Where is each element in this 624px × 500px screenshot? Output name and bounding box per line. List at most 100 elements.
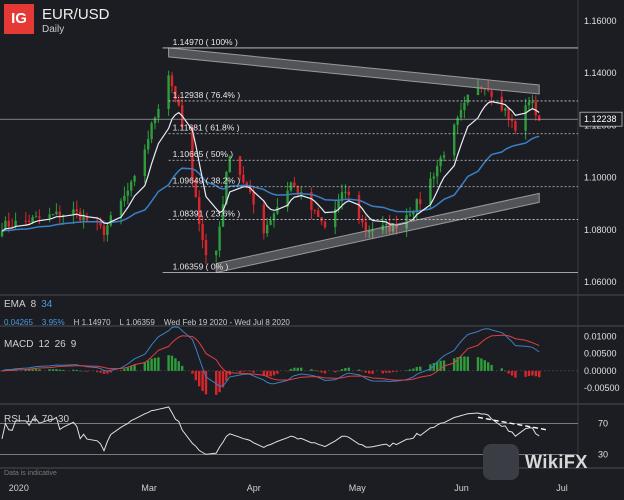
fib-label: 1.11681 ( 61.8% )	[173, 123, 240, 133]
macd-bar	[51, 369, 55, 371]
candle-body	[126, 190, 129, 196]
candle-body	[204, 239, 208, 256]
candle-body	[170, 75, 174, 87]
macd-bar	[221, 370, 225, 388]
candle-body	[439, 157, 442, 167]
candle-body	[395, 223, 398, 229]
macd-bar	[198, 370, 201, 387]
candle-body	[527, 102, 531, 106]
macd-bar	[269, 370, 272, 377]
candle-body	[85, 216, 89, 221]
candle-body	[466, 95, 469, 103]
candle-body	[7, 220, 10, 227]
macd-bar	[385, 370, 388, 373]
ema-34-line	[1, 135, 540, 232]
candle-body	[364, 222, 367, 232]
candle-body	[388, 223, 391, 232]
rsi-line	[1, 406, 540, 455]
rsi-param-30: 30	[57, 414, 70, 425]
macd-bar	[531, 370, 534, 376]
macd-bar	[507, 370, 510, 374]
macd-bar	[38, 369, 41, 371]
macd-bar	[527, 370, 531, 377]
candle-body	[34, 216, 38, 218]
macd-bar	[204, 370, 208, 395]
x-tick-label: 2020	[9, 483, 29, 493]
macd-bar	[504, 370, 507, 372]
macd-bar	[510, 370, 514, 376]
candle-body	[344, 191, 347, 193]
candle-body	[442, 155, 446, 158]
macd-bar	[272, 370, 276, 376]
macd-bar	[75, 369, 78, 371]
macd-bar	[381, 370, 384, 374]
macd-line	[1, 326, 540, 387]
candle-body	[194, 180, 197, 198]
macd-bar	[364, 370, 367, 373]
macd-bar	[368, 370, 371, 374]
macd-bar	[194, 370, 197, 381]
price-tick-label: 1.16000	[584, 16, 617, 26]
fib-label: 1.12938 ( 76.4% )	[173, 90, 241, 100]
candle-body	[415, 199, 418, 213]
candle-body	[371, 230, 374, 232]
macd-bar	[262, 370, 265, 376]
ema-period-34: 34	[41, 299, 53, 310]
candle-body	[262, 204, 265, 234]
candle-body	[58, 211, 61, 217]
candle-body	[347, 191, 350, 195]
macd-bar	[191, 370, 194, 374]
macd-bar	[177, 361, 180, 371]
macd-bar	[300, 367, 303, 371]
rsi-param-14: 14	[25, 414, 37, 425]
macd-bar	[514, 370, 517, 378]
candle-body	[119, 200, 123, 216]
macd-bar	[55, 369, 58, 371]
macd-bar	[439, 360, 442, 371]
ema-label: EMA	[4, 299, 26, 310]
candle-body	[266, 224, 269, 234]
candle-body	[337, 200, 340, 209]
macd-bar	[252, 370, 255, 373]
candle-body	[109, 215, 112, 226]
macd-bar	[102, 370, 106, 374]
candle-body	[459, 110, 463, 118]
macd-bar	[143, 362, 146, 371]
macd-bar	[419, 366, 422, 371]
macd-bar	[340, 369, 344, 371]
macd-bar	[476, 357, 480, 371]
candle-body	[514, 121, 517, 131]
macd-param-9: 9	[70, 339, 77, 350]
range-high: H 1.14970	[73, 318, 111, 327]
macd-bar	[388, 370, 391, 373]
macd-bar	[72, 369, 75, 371]
x-tick-label: Jun	[454, 483, 469, 493]
ig-logo: IG	[4, 4, 34, 34]
macd-bar	[276, 370, 279, 374]
macd-bar	[201, 370, 204, 391]
macd-tick-label: 0.00000	[584, 366, 617, 376]
macd-bar	[534, 370, 537, 377]
macd-bar	[313, 370, 316, 371]
chart-subtitle: Daily	[42, 24, 65, 35]
macd-bar	[456, 357, 459, 371]
candle-body	[368, 231, 371, 233]
rsi-tick-label: 70	[598, 418, 608, 428]
macd-bar	[357, 369, 361, 371]
candle-body	[313, 210, 316, 212]
candle-body	[82, 216, 85, 221]
candle-body	[242, 174, 245, 183]
current-price-label: 1.12238	[584, 114, 617, 124]
candle-body	[272, 213, 276, 221]
candle-body	[510, 119, 514, 122]
macd-bar	[130, 366, 133, 371]
fib-label: 1.06359 ( 0% )	[173, 262, 229, 272]
macd-bar	[391, 370, 395, 373]
ema-value-1: 0.04265	[4, 318, 33, 327]
macd-bar	[463, 356, 466, 371]
candle-body	[177, 99, 180, 106]
ema-8-line	[1, 100, 540, 232]
macd-bar	[218, 370, 221, 393]
ema-period-8: 8	[30, 299, 37, 310]
